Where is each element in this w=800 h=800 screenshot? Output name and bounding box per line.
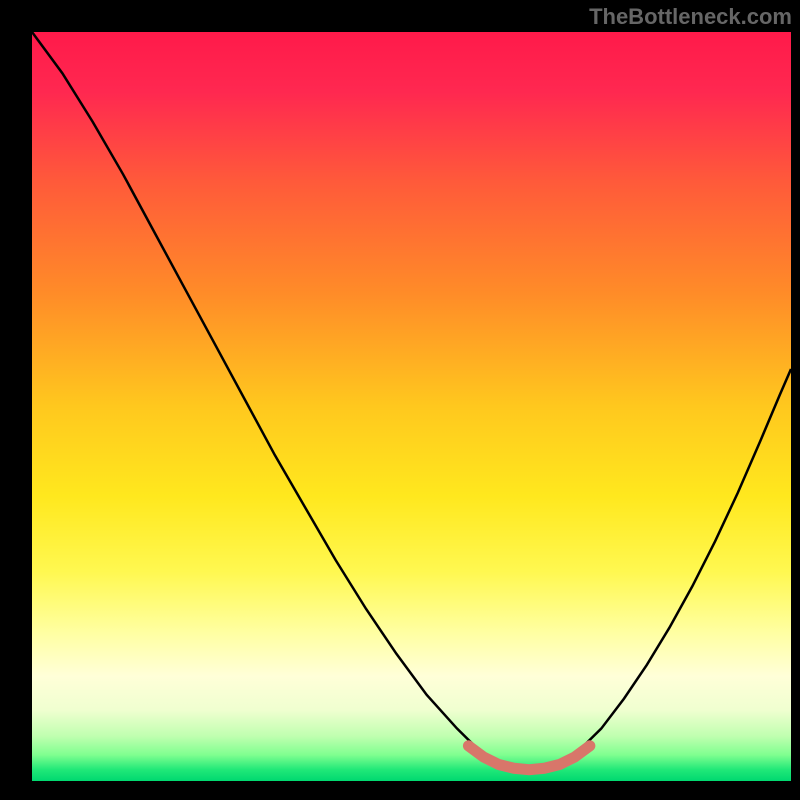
watermark-text: TheBottleneck.com [589,4,792,30]
valley-marker [468,746,589,770]
chart-plot-area [32,32,791,781]
bottleneck-curve [32,32,791,770]
curve-layer [32,32,791,781]
